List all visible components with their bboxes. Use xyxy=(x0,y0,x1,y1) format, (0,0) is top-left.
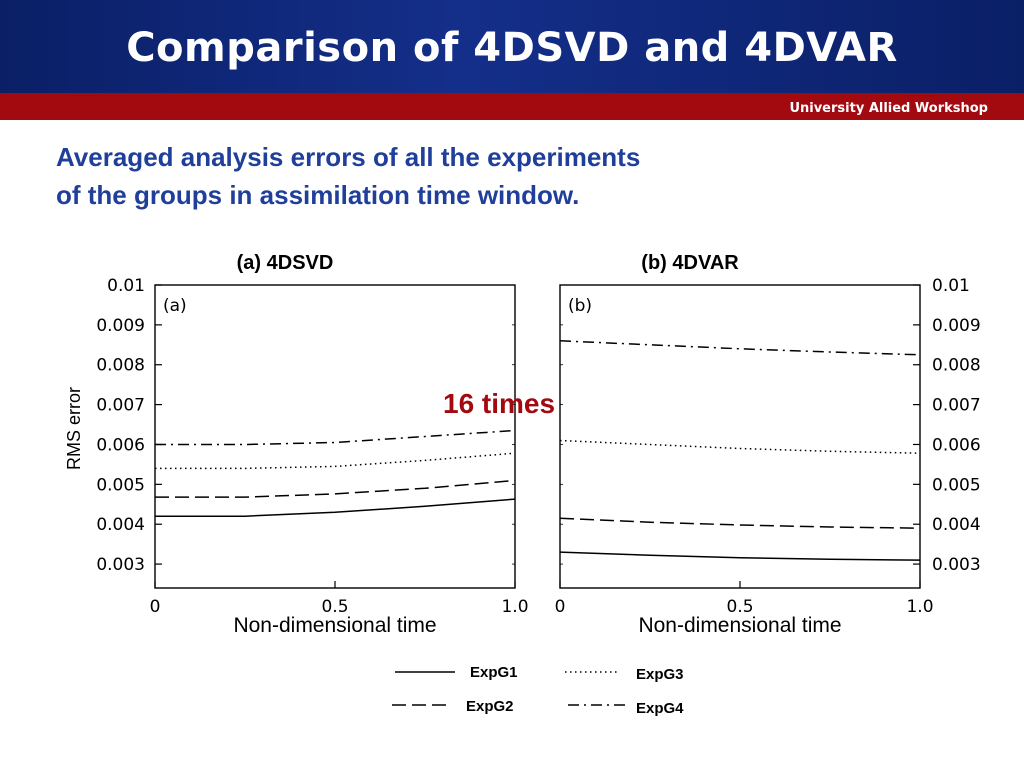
legend-label-expg2: ExpG2 xyxy=(466,698,514,715)
y-tick-label: 0.008 xyxy=(96,356,145,376)
x-tick-label: 0 xyxy=(150,597,161,617)
x-axis-label: Non-dimensional time xyxy=(233,614,436,637)
series-expg2 xyxy=(559,517,921,529)
subtitle: Averaged analysis errors of all the expe… xyxy=(56,138,640,214)
series-expg3 xyxy=(559,439,921,454)
y-tick-label: 0.005 xyxy=(932,475,981,495)
y-tick-label: 0.005 xyxy=(96,475,145,495)
y-tick-label: 0.006 xyxy=(932,435,981,455)
subtitle-line-1: Averaged analysis errors of all the expe… xyxy=(56,142,641,172)
x-tick-label: 1.0 xyxy=(906,597,933,617)
annotation-16-times: 16 times xyxy=(443,388,555,419)
y-tick-label: 0.007 xyxy=(96,396,145,416)
y-tick-label: 0.006 xyxy=(96,435,145,455)
workshop-band xyxy=(0,93,1024,120)
y-tick-label: 0.009 xyxy=(932,316,981,336)
series-expg1 xyxy=(155,498,516,517)
y-tick-label: 0.003 xyxy=(932,555,981,575)
plot-frame xyxy=(559,284,921,589)
y-tick-label: 0.004 xyxy=(96,515,145,535)
workshop-label: University Allied Workshop xyxy=(789,101,988,116)
x-tick-label: 1.0 xyxy=(501,597,528,617)
chart-panel-1: (a) 4DSVD (a) 0.003 0.004 0.005 0.006 0.007 0.0… xyxy=(64,252,529,637)
x-tick-label: 0 xyxy=(555,597,566,617)
legend: ExpG1 ExpG3 ExpG2 ExpG4 xyxy=(392,664,684,717)
panel-title: (b) 4DVAR xyxy=(641,252,739,274)
x-tick-label: 0.5 xyxy=(726,597,753,617)
y-tick-label: 0.01 xyxy=(107,276,145,296)
x-axis-label: Non-dimensional time xyxy=(638,614,841,637)
subtitle-line-2: of the groups in assimilation time windo… xyxy=(56,180,580,210)
y-tick-label: 0.009 xyxy=(96,316,145,336)
panel-title: (a) 4DSVD xyxy=(237,252,334,274)
y-axis-label: RMS error xyxy=(64,387,84,470)
series-expg3 xyxy=(155,452,516,470)
y-tick-label: 0.007 xyxy=(932,396,981,416)
series-expg2 xyxy=(155,479,516,498)
legend-label-expg3: ExpG3 xyxy=(636,666,684,683)
series-expg1 xyxy=(559,551,921,561)
chart-panel-2: (b) 4DVAR (b) 0.003 0.004 0.005 0.006 0.007 0.0… xyxy=(555,252,981,637)
panel-inner-label: (b) xyxy=(568,296,592,316)
y-tick-label: 0.004 xyxy=(932,515,981,535)
header-band xyxy=(0,0,1024,93)
y-tick-label: 0.008 xyxy=(932,356,981,376)
series-expg4 xyxy=(559,340,921,356)
page-title: Comparison of 4DSVD and 4DVAR xyxy=(126,25,898,71)
y-tick-label: 0.003 xyxy=(96,555,145,575)
legend-label-expg4: ExpG4 xyxy=(636,700,684,717)
panel-inner-label: (a) xyxy=(163,296,187,316)
y-tick-label: 0.01 xyxy=(932,276,970,296)
legend-label-expg1: ExpG1 xyxy=(470,664,518,681)
x-tick-label: 0.5 xyxy=(321,597,348,617)
plot-frame xyxy=(154,284,516,589)
series-expg4 xyxy=(155,429,516,446)
